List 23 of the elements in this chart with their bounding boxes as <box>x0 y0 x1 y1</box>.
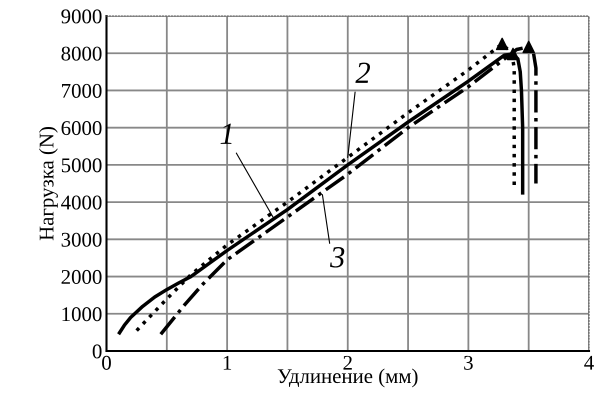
y-tick-label: 6000 <box>62 121 102 136</box>
y-tick-label: 8000 <box>61 46 102 61</box>
point <box>522 40 535 54</box>
annotation: 1 <box>220 124 232 144</box>
annotation: 2 <box>355 62 370 83</box>
point <box>506 48 520 60</box>
y-axis-title: Нагрузка (N) <box>38 127 58 240</box>
y-tick-label: 4000 <box>61 195 102 210</box>
y-tick-label: 3000 <box>62 232 102 247</box>
y-tick-label: 9000 <box>61 9 102 24</box>
y-tick-label: 0 <box>92 344 102 358</box>
y-tick-label: 7000 <box>62 84 102 98</box>
annotation: 3 <box>330 247 344 268</box>
x-tick-label: 0 <box>102 356 111 370</box>
y-tick-label: 5000 <box>62 158 102 172</box>
x-axis-title: Удлинение (мм) <box>278 368 418 388</box>
x-tick-label: 3 <box>464 356 473 370</box>
point <box>496 38 508 50</box>
y-tick-label: 1000 <box>62 307 102 322</box>
x-tick-label: 4 <box>584 356 594 370</box>
x-tick-label: 2 <box>343 356 352 370</box>
x-tick-label: 1 <box>224 356 232 370</box>
y-tick-label: 2000 <box>62 270 102 284</box>
